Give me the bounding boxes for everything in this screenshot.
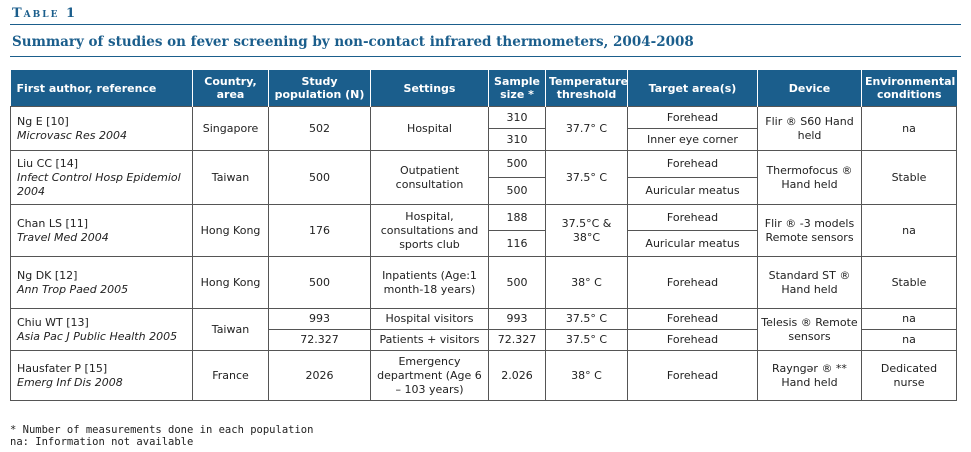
settings-cell: Hospital	[370, 106, 489, 151]
table-row: Liu CC [14] Infect Control Hosp Epidemiol…	[10, 150, 957, 205]
settings-cell: Inpatients (Age:1 month-18 years)	[370, 256, 489, 309]
environment-cell: na	[861, 204, 957, 257]
target-cell: Auricular meatus	[627, 230, 758, 257]
header-temperature: Temperature threshold	[545, 70, 628, 107]
device-cell: Rayngər ® ** Hand held	[757, 350, 862, 401]
sample-cell: 310	[488, 128, 546, 151]
population-cell: 500	[268, 256, 371, 309]
population-cell: 500	[268, 150, 371, 205]
sample-cell: 188	[488, 204, 546, 231]
device-cell: Standard ST ® Hand held	[757, 256, 862, 309]
population-cell: 993	[268, 308, 371, 330]
title-rule	[10, 56, 961, 57]
temperature-cell: 37.5° C	[545, 150, 628, 205]
sample-cell: 116	[488, 230, 546, 257]
settings-cell: Hospital, consultations and sports club	[370, 204, 489, 257]
target-cell: Inner eye corner	[627, 128, 758, 151]
settings-cell: Hospital visitors	[370, 308, 489, 330]
temperature-cell: 37.5° C	[545, 329, 628, 351]
header-sample: Sample size *	[488, 70, 546, 107]
author-cell: Liu CC [14] Infect Control Hosp Epidemiol…	[10, 150, 193, 205]
temperature-cell: 37.5°C & 38°C	[545, 204, 628, 257]
device-cell: Flir ® S60 Hand held	[757, 106, 862, 151]
header-environment: Environmental conditions	[861, 70, 957, 107]
temperature-cell: 38° C	[545, 350, 628, 401]
sample-cell: 72.327	[488, 329, 546, 351]
sample-cell: 500	[488, 256, 546, 309]
environment-cell: na	[861, 106, 957, 151]
table-caption: Table 1	[12, 6, 78, 21]
environment-cell: Stable	[861, 150, 957, 205]
settings-cell: Outpatient consultation	[370, 150, 489, 205]
device-cell: Telesis ® Remote sensors	[757, 308, 862, 351]
table-row: 116 Auricular meatus	[11, 230, 957, 257]
target-cell: Forehead	[627, 308, 758, 330]
country-cell: France	[192, 350, 269, 401]
table-row: Hausfater P [15] Emerg Inf Dis 2008 Franc…	[10, 350, 957, 401]
temperature-cell: 37.5° C	[545, 308, 628, 330]
country-cell: Singapore	[192, 106, 269, 151]
author-cell: Ng DK [12] Ann Trop Paed 2005	[10, 256, 193, 309]
environment-cell: na	[861, 308, 957, 330]
author-cell: Hausfater P [15] Emerg Inf Dis 2008	[10, 350, 193, 401]
table-row: Chiu WT [13] Asia Pac J Public Health 200…	[10, 308, 957, 351]
country-cell: Taiwan	[192, 150, 269, 205]
studies-table: First author, reference Country, area St…	[10, 70, 957, 401]
device-cell: Flir ® -3 models Remote sensors	[757, 204, 862, 257]
footnote-sample: * Number of measurements done in each po…	[10, 424, 314, 436]
caption-rule	[10, 24, 961, 25]
table-row: Ng E [10] Microvasc Res 2004 Singapore 50…	[10, 106, 957, 151]
population-cell: 72.327	[268, 329, 371, 351]
sample-cell: 993	[488, 308, 546, 330]
sample-cell: 500	[488, 150, 546, 178]
population-cell: 176	[268, 204, 371, 257]
header-country: Country, area	[192, 70, 269, 107]
settings-cell: Emergency department (Age 6 – 103 years)	[370, 350, 489, 401]
header-row: First author, reference Country, area St…	[10, 70, 957, 107]
header-author: First author, reference	[10, 70, 193, 107]
country-cell: Hong Kong	[192, 204, 269, 257]
environment-cell: Stable	[861, 256, 957, 309]
sample-cell: 500	[488, 177, 546, 205]
country-cell: Taiwan	[192, 308, 269, 351]
target-cell: Forehead	[627, 150, 758, 178]
table-row: Chan LS [11] Travel Med 2004 Hong Kong 17…	[10, 204, 957, 257]
population-cell: 2026	[268, 350, 371, 401]
temperature-cell: 37.7° C	[545, 106, 628, 151]
target-cell: Auricular meatus	[627, 177, 758, 205]
temperature-cell: 38° C	[545, 256, 628, 309]
target-cell: Forehead	[627, 256, 758, 309]
sample-cell: 2.026	[488, 350, 546, 401]
country-cell: Hong Kong	[192, 256, 269, 309]
table-title: Summary of studies on fever screening by…	[12, 34, 694, 50]
sample-cell: 310	[488, 106, 546, 129]
author-cell: Chan LS [11] Travel Med 2004	[10, 204, 193, 257]
target-cell: Forehead	[627, 350, 758, 401]
environment-cell: na	[861, 329, 957, 351]
header-population: Study population (N)	[268, 70, 371, 107]
population-cell: 502	[268, 106, 371, 151]
target-cell: Forehead	[627, 106, 758, 129]
device-cell: Thermofocus ® Hand held	[757, 150, 862, 205]
author-cell: Chiu WT [13] Asia Pac J Public Health 200…	[10, 308, 193, 351]
target-cell: Forehead	[627, 329, 758, 351]
footnote-na: na: Information not available	[10, 436, 194, 448]
settings-cell: Patients + visitors	[370, 329, 489, 351]
environment-cell: Dedicated nurse	[861, 350, 957, 401]
footnotes: * Number of measurements done in each po…	[10, 424, 313, 448]
author-cell: Ng E [10] Microvasc Res 2004	[10, 106, 193, 151]
header-settings: Settings	[370, 70, 489, 107]
header-target: Target area(s)	[627, 70, 758, 107]
header-device: Device	[757, 70, 862, 107]
table-row: Ng DK [12] Ann Trop Paed 2005 Hong Kong 5…	[10, 256, 957, 309]
target-cell: Forehead	[627, 204, 758, 231]
